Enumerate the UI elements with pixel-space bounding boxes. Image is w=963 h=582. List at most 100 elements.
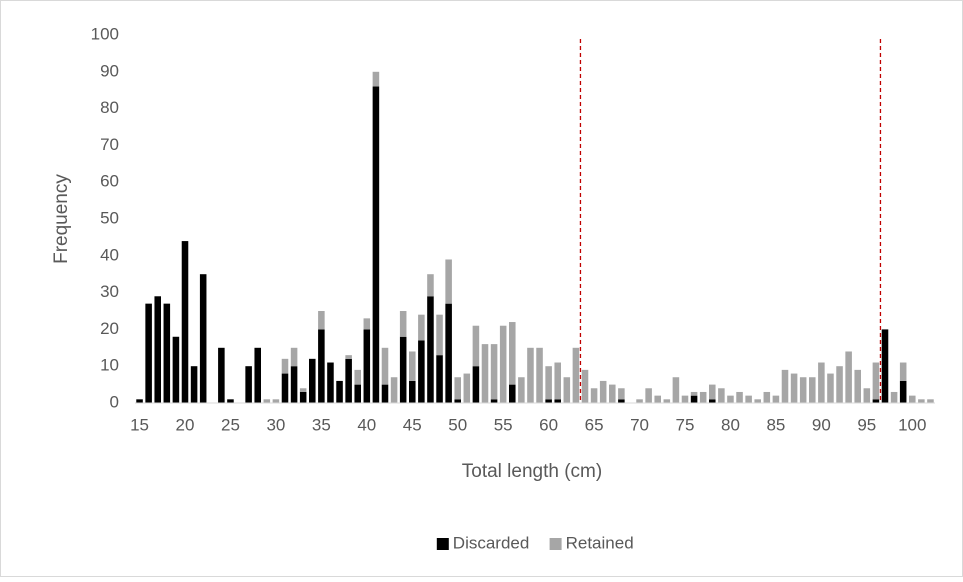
- x-tick-label: 65: [585, 415, 604, 434]
- bar-segment: [390, 377, 398, 403]
- bar-segment: [618, 388, 625, 400]
- y-tick-label: 50: [100, 208, 119, 227]
- bar-segment: [318, 329, 325, 403]
- y-tick-label: 30: [100, 282, 119, 301]
- x-tick-label: 85: [766, 415, 785, 434]
- bar-segment: [299, 391, 307, 403]
- bar-segment: [599, 380, 607, 403]
- bar-segment: [663, 399, 671, 403]
- bar-segment: [263, 399, 271, 403]
- x-tick-label: 15: [130, 415, 149, 434]
- bar-segment: [481, 344, 489, 403]
- bar-segment: [472, 325, 480, 367]
- x-tick-label: 30: [266, 415, 285, 434]
- bar-segment: [499, 325, 507, 403]
- y-tick-label: 60: [100, 172, 119, 191]
- bar-segment: [609, 384, 616, 403]
- bar-segment: [454, 377, 461, 400]
- bar-segment: [645, 388, 652, 403]
- bar-segment: [145, 303, 152, 403]
- x-tick-label: 20: [176, 415, 195, 434]
- bar-segment: [790, 373, 798, 403]
- bar-segment: [418, 314, 425, 341]
- bar-segment: [781, 369, 789, 403]
- bar-segment: [563, 377, 571, 403]
- bar-segment: [199, 274, 207, 403]
- bar-segment: [699, 391, 707, 403]
- bar-segment: [227, 399, 234, 403]
- y-tick-label: 70: [100, 135, 119, 154]
- bar-segment: [136, 399, 143, 403]
- bar-segment: [354, 369, 361, 385]
- x-tick-label: 35: [312, 415, 331, 434]
- bar-segment: [718, 388, 725, 403]
- bar-segment: [899, 362, 907, 381]
- bar-segment: [690, 391, 698, 396]
- x-tick-label: 45: [403, 415, 422, 434]
- bar-segment: [654, 395, 661, 403]
- bar-segment: [354, 384, 361, 403]
- bar-segment: [472, 366, 480, 403]
- bar-segment: [327, 362, 334, 403]
- y-tick-label: 100: [91, 24, 119, 43]
- bar-segment: [636, 399, 643, 403]
- bar-segment: [363, 329, 371, 403]
- bar-segment: [554, 362, 561, 400]
- bar-segment: [427, 274, 434, 297]
- bar-segment: [372, 86, 380, 404]
- bar-segment: [336, 380, 343, 403]
- bar-segment: [772, 395, 780, 403]
- bar-segment: [572, 347, 580, 403]
- x-tick-label: 75: [676, 415, 695, 434]
- y-tick-label: 80: [100, 98, 119, 117]
- bar-segment: [836, 366, 843, 403]
- bar-segment: [218, 347, 225, 403]
- bar-segment: [181, 241, 189, 403]
- bar-segment: [163, 303, 171, 403]
- bar-segment: [727, 395, 734, 403]
- x-tick-label: 55: [494, 415, 513, 434]
- bar-segment: [927, 399, 934, 403]
- bar-segment: [509, 322, 516, 385]
- bar-segment: [445, 259, 452, 304]
- bar-segment: [890, 391, 898, 403]
- y-tick-label: 20: [100, 319, 119, 338]
- legend-label: Retained: [566, 533, 634, 552]
- bar-segment: [490, 399, 498, 403]
- legend-label: Discarded: [453, 533, 530, 552]
- bar-segment: [527, 347, 534, 403]
- legend-swatch: [549, 538, 562, 550]
- bar-segment: [899, 380, 907, 403]
- bar-segment: [872, 362, 880, 400]
- bar-segment: [490, 344, 498, 400]
- bar-segment: [536, 347, 543, 403]
- bar-segment: [345, 355, 352, 359]
- bar-segment: [399, 311, 407, 337]
- bar-segment: [345, 358, 352, 403]
- bar-segment: [754, 399, 761, 403]
- y-tick-label: 0: [110, 392, 119, 411]
- bar-segment: [381, 347, 389, 385]
- y-tick-label: 10: [100, 356, 119, 375]
- bar-segment: [372, 71, 380, 87]
- bar-segment: [736, 391, 743, 403]
- bar-segment: [690, 395, 698, 403]
- bar-segment: [409, 380, 416, 403]
- y-tick-label: 90: [100, 61, 119, 80]
- bar-segment: [463, 373, 471, 403]
- bar-segment: [763, 391, 771, 403]
- bar-segment: [863, 388, 871, 403]
- x-tick-label: 60: [539, 415, 558, 434]
- x-tick-label: 40: [357, 415, 376, 434]
- x-tick-label: 90: [812, 415, 831, 434]
- bar-segment: [827, 373, 834, 403]
- bar-segment: [872, 399, 880, 403]
- x-tick-label: 25: [221, 415, 240, 434]
- bar-segment: [409, 351, 416, 381]
- bar-segment: [672, 377, 680, 403]
- bar-segment: [909, 395, 916, 403]
- bar-segment: [745, 395, 752, 403]
- bar-segment: [881, 329, 889, 403]
